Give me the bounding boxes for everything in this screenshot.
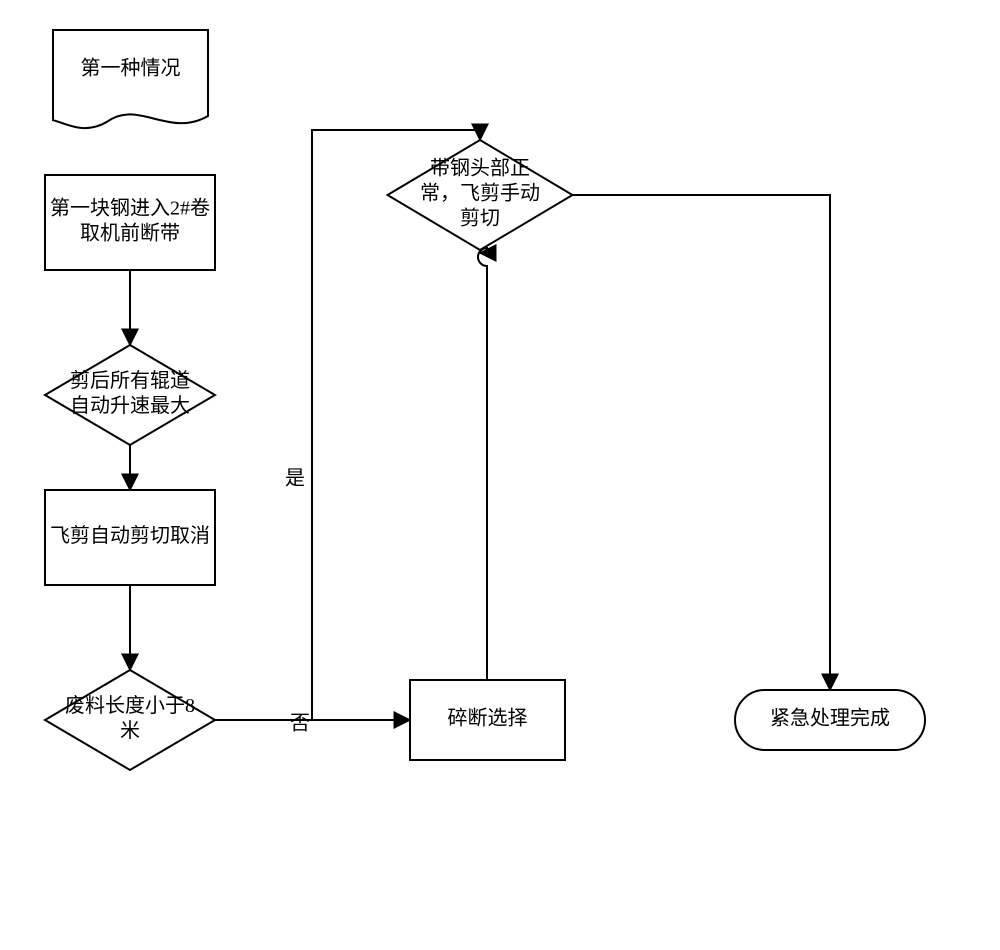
node-text-line: 剪切 xyxy=(460,207,500,230)
node-p3: 碎断选择 xyxy=(410,680,565,760)
edge-label: 否 xyxy=(290,713,310,735)
node-text-line: 第一块钢进入2#卷 xyxy=(50,197,210,220)
node-text-line: 常，飞剪手动 xyxy=(420,182,540,205)
node-text-line: 米 xyxy=(120,719,140,742)
node-text-line: 第一种情况 xyxy=(81,57,181,80)
node-p2: 飞剪自动剪切取消 xyxy=(45,490,215,585)
edge-p3-d3 xyxy=(478,248,487,680)
edge-label: 是 xyxy=(285,468,305,490)
edge-d3-t1 xyxy=(572,195,830,690)
node-text-line: 自动升速最大 xyxy=(70,394,190,417)
node-p1: 第一块钢进入2#卷取机前断带 xyxy=(45,175,215,270)
node-text-line: 废料长度小于8 xyxy=(65,694,195,717)
node-d3: 带钢头部正常，飞剪手动剪切 xyxy=(388,140,573,250)
node-text-line: 带钢头部正 xyxy=(430,157,530,180)
node-text-line: 剪后所有辊道 xyxy=(70,369,190,392)
node-d2: 废料长度小于8米 xyxy=(45,670,215,770)
node-text-line: 碎断选择 xyxy=(448,707,528,730)
node-d1: 剪后所有辊道自动升速最大 xyxy=(45,345,215,445)
node-text-line: 取机前断带 xyxy=(80,222,180,245)
node-t1: 紧急处理完成 xyxy=(735,690,925,750)
node-doc: 第一种情况 xyxy=(53,30,208,128)
node-text-line: 飞剪自动剪切取消 xyxy=(50,524,210,547)
node-text-line: 紧急处理完成 xyxy=(770,707,890,730)
